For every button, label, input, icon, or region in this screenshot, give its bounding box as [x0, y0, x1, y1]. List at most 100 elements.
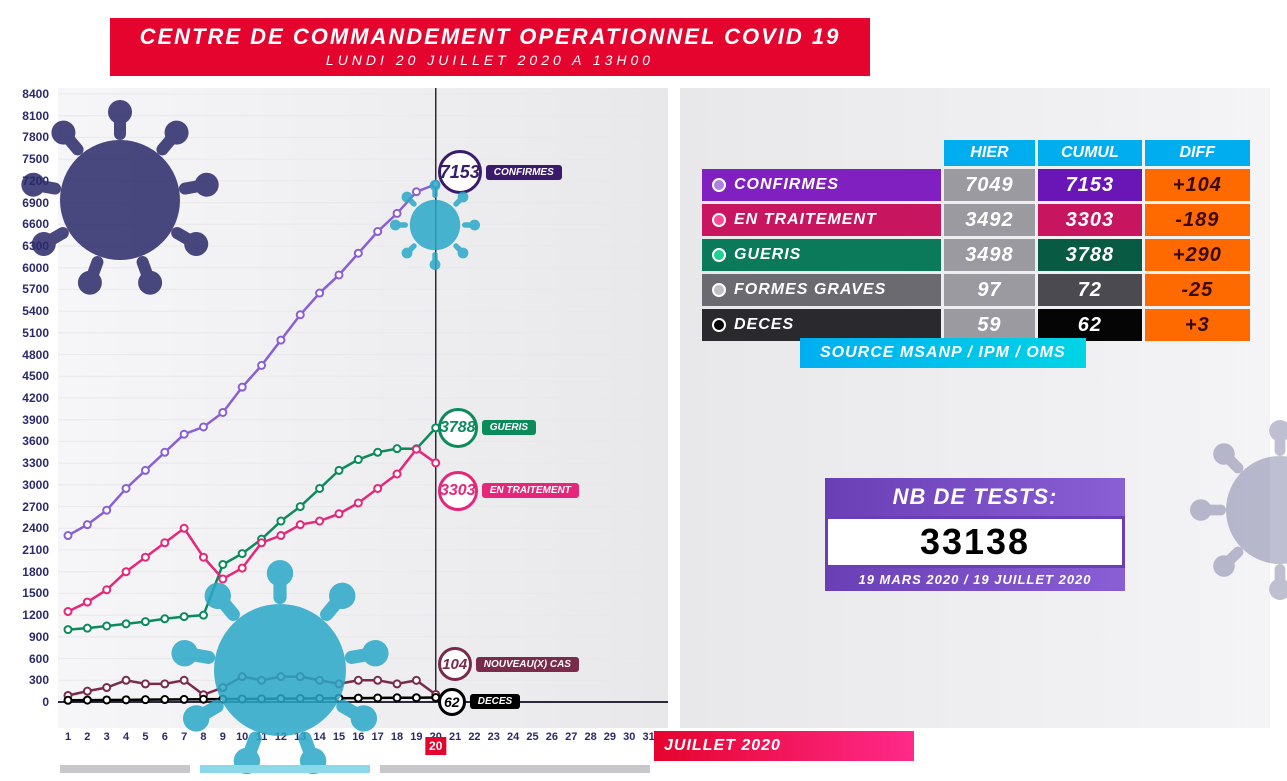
xtick: 23 [488, 731, 500, 743]
ytick: 900 [1, 630, 49, 644]
stats-row: EN TRAITEMENT34923303-189 [702, 204, 1250, 236]
stats-hier: 97 [944, 274, 1035, 306]
header-title: CENTRE DE COMMANDEMENT OPERATIONNEL COVI… [110, 24, 870, 50]
xtick: 25 [526, 731, 538, 743]
month-label: JUILLET 2020 [654, 731, 914, 761]
xtick: 3 [104, 731, 110, 743]
ytick: 3000 [1, 478, 49, 492]
chart-badge-label: NOUVEAU(X) CAS [476, 657, 579, 672]
virus-icon [170, 560, 390, 780]
header-date: LUNDI 20 JUILLET 2020 A 13H00 [110, 52, 870, 68]
xtick: 5 [142, 731, 148, 743]
source-label: SOURCE MSANP / IPM / OMS [800, 338, 1086, 368]
ytick: 1800 [1, 565, 49, 579]
xtick: 24 [507, 731, 519, 743]
virus-icon [20, 100, 220, 300]
stats-hier: 59 [944, 309, 1035, 341]
stats-hier: 7049 [944, 169, 1035, 201]
xtick: 18 [391, 731, 403, 743]
stats-header: CUMUL [1038, 140, 1141, 166]
tests-box: NB DE TESTS: 33138 19 MARS 2020 / 19 JUI… [825, 478, 1125, 591]
stats-row: GUERIS34983788+290 [702, 239, 1250, 271]
stats-diff: -25 [1145, 274, 1250, 306]
chart-badge-value: 104 [438, 647, 472, 681]
ytick: 2700 [1, 500, 49, 514]
dot-icon [712, 213, 726, 227]
ytick: 1500 [1, 586, 49, 600]
stats-diff: +104 [1145, 169, 1250, 201]
ytick: 5400 [1, 304, 49, 318]
ytick: 5100 [1, 326, 49, 340]
xtick: 26 [546, 731, 558, 743]
xtick: 2 [84, 731, 90, 743]
stats-diff: +3 [1145, 309, 1250, 341]
xtick: 1 [65, 731, 71, 743]
ytick: 300 [1, 673, 49, 687]
tests-dates: 19 MARS 2020 / 19 JUILLET 2020 [825, 568, 1125, 591]
ytick: 4200 [1, 391, 49, 405]
footer-stripe [200, 765, 370, 773]
xtick: 22 [468, 731, 480, 743]
footer-stripe [380, 765, 650, 773]
stats-cumul: 62 [1038, 309, 1141, 341]
xtick: 21 [449, 731, 461, 743]
footer-stripe [60, 765, 190, 773]
xtick: 28 [584, 731, 596, 743]
ytick: 3300 [1, 456, 49, 470]
ytick: 600 [1, 652, 49, 666]
chart-badge-label: DECES [470, 694, 520, 709]
ytick: 4800 [1, 348, 49, 362]
chart-badge-value: 3788 [438, 408, 478, 448]
dot-icon [712, 248, 726, 262]
dot-icon [712, 318, 726, 332]
stats-row-label: EN TRAITEMENT [702, 204, 941, 236]
ytick: 2400 [1, 521, 49, 535]
xtick: 31 [643, 731, 655, 743]
chart-badge-value: 62 [438, 688, 466, 716]
right-panel: HIERCUMULDIFFCONFIRMES70497153+104EN TRA… [680, 88, 1270, 728]
chart-badge-nouveaux_cas: 104 NOUVEAU(X) CAS [438, 647, 579, 681]
xtick: 27 [565, 731, 577, 743]
xtick: 29 [604, 731, 616, 743]
ytick: 8400 [1, 87, 49, 101]
stats-cumul: 7153 [1038, 169, 1141, 201]
virus-icon [390, 180, 480, 270]
chart-badge-label: CONFIRMES [486, 165, 562, 180]
ytick: 1200 [1, 608, 49, 622]
stats-row-label: CONFIRMES [702, 169, 941, 201]
stats-header: DIFF [1145, 140, 1250, 166]
stats-row: DECES5962+3 [702, 309, 1250, 341]
chart-badge-label: EN TRAITEMENT [482, 483, 579, 498]
stats-cumul: 3303 [1038, 204, 1141, 236]
tests-value: 33138 [825, 516, 1125, 568]
ytick: 3900 [1, 413, 49, 427]
ytick: 4500 [1, 369, 49, 383]
stats-cumul: 3788 [1038, 239, 1141, 271]
stats-table: HIERCUMULDIFFCONFIRMES70497153+104EN TRA… [702, 140, 1250, 341]
dot-icon [712, 283, 726, 297]
stats-cumul: 72 [1038, 274, 1141, 306]
stats-row-label: GUERIS [702, 239, 941, 271]
xtick: 6 [162, 731, 168, 743]
chart-x-highlight: 20 [425, 737, 446, 755]
ytick: 3600 [1, 434, 49, 448]
stats-diff: +290 [1145, 239, 1250, 271]
stats-diff: -189 [1145, 204, 1250, 236]
chart-badge-gueris: 3788 GUERIS [438, 408, 536, 448]
stats-row-label: FORMES GRAVES [702, 274, 941, 306]
ytick: 2100 [1, 543, 49, 557]
stats-row: FORMES GRAVES9772-25 [702, 274, 1250, 306]
xtick: 30 [623, 731, 635, 743]
stats-hier: 3498 [944, 239, 1035, 271]
header: CENTRE DE COMMANDEMENT OPERATIONNEL COVI… [110, 18, 870, 76]
chart-badge-deces: 62 DECES [438, 688, 520, 716]
chart-badge-en_traitement: 3303 EN TRAITEMENT [438, 471, 579, 511]
stats-row: CONFIRMES70497153+104 [702, 169, 1250, 201]
tests-label: NB DE TESTS: [825, 478, 1125, 516]
stats-row-label: DECES [702, 309, 941, 341]
chart-badge-value: 3303 [438, 471, 478, 511]
virus-icon [1190, 420, 1287, 600]
chart-badge-label: GUERIS [482, 420, 536, 435]
dot-icon [712, 178, 726, 192]
xtick: 4 [123, 731, 129, 743]
